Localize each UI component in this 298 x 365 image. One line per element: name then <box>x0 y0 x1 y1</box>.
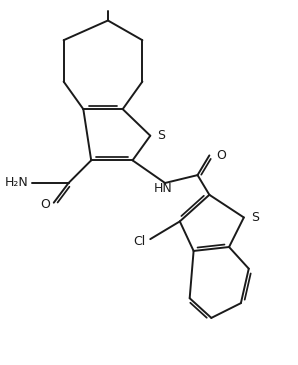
Text: Cl: Cl <box>133 235 145 247</box>
Text: O: O <box>40 198 50 211</box>
Text: O: O <box>216 149 226 162</box>
Text: HN: HN <box>154 182 173 195</box>
Text: S: S <box>157 129 165 142</box>
Text: H₂N: H₂N <box>4 177 28 189</box>
Text: S: S <box>251 211 259 224</box>
